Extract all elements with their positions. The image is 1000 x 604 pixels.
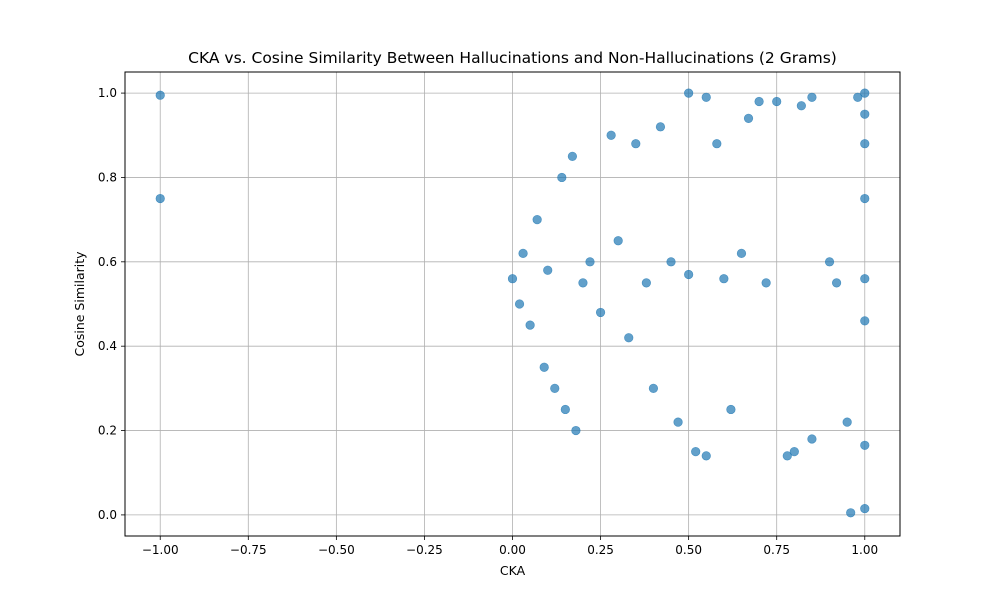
scatter-point xyxy=(507,274,518,284)
scatter-point xyxy=(543,265,553,275)
scatter-point xyxy=(532,215,542,225)
scatter-point xyxy=(761,278,771,288)
scatter-point xyxy=(860,274,870,284)
scatter-point xyxy=(860,109,870,119)
scatter-point xyxy=(585,257,595,267)
scatter-point xyxy=(557,172,567,183)
y-tick-label: 0.2 xyxy=(98,424,117,438)
scatter-point xyxy=(567,151,577,161)
scatter-point xyxy=(736,248,747,258)
scatter-point xyxy=(726,404,736,415)
scatter-point xyxy=(860,503,870,514)
y-axis-label: Cosine Similarity xyxy=(72,251,87,357)
scatter-point xyxy=(860,440,870,450)
scatter-point xyxy=(842,417,852,427)
y-tick-label: 0.8 xyxy=(98,170,117,184)
x-ticks: −1.00 −0.75 −0.50 −0.25 0.00 0.25 0.50 0.75 1.00 xyxy=(142,536,878,557)
points-layer xyxy=(155,88,870,518)
scatter-point xyxy=(796,101,806,111)
x-tick-label: 0.75 xyxy=(763,543,790,557)
x-tick-label: 0.00 xyxy=(499,543,526,557)
x-tick-label: −1.00 xyxy=(142,543,179,557)
scatter-point xyxy=(860,193,870,204)
scatter-point xyxy=(155,193,165,204)
x-tick-label: −0.50 xyxy=(318,543,355,557)
scatter-point xyxy=(578,278,588,288)
scatter-point xyxy=(860,88,870,98)
scatter-point xyxy=(641,278,651,288)
scatter-point xyxy=(789,447,799,457)
scatter-point xyxy=(666,257,676,267)
y-tick-label: 0.0 xyxy=(98,508,117,522)
scatter-point xyxy=(701,451,711,461)
grid-layer xyxy=(125,72,900,536)
y-tick-label: 1.0 xyxy=(98,86,117,100)
x-tick-label: −0.75 xyxy=(230,543,267,557)
scatter-point xyxy=(853,92,863,102)
scatter-point xyxy=(613,236,623,246)
scatter-point xyxy=(684,269,694,280)
scatter-point xyxy=(673,417,683,427)
scatter-point xyxy=(684,88,694,98)
y-tick-label: 0.4 xyxy=(98,339,117,353)
scatter-point xyxy=(691,447,701,457)
scatter-point xyxy=(518,248,528,258)
scatter-point xyxy=(595,307,606,318)
y-tick-label: 0.6 xyxy=(98,255,117,269)
scatter-point xyxy=(701,92,711,102)
scatter-point xyxy=(860,316,870,326)
scatter-point xyxy=(782,451,792,461)
x-tick-label: −0.25 xyxy=(406,543,443,557)
scatter-point xyxy=(655,122,666,132)
chart-title: CKA vs. Cosine Similarity Between Halluc… xyxy=(188,49,837,67)
scatter-point xyxy=(571,425,581,436)
scatter-point xyxy=(754,96,764,107)
scatter-point xyxy=(539,362,549,372)
scatter-point xyxy=(712,139,722,149)
x-tick-label: 0.50 xyxy=(675,543,702,557)
scatter-point xyxy=(631,139,641,149)
scatter-point xyxy=(824,257,835,267)
x-tick-label: 1.00 xyxy=(851,543,878,557)
scatter-point xyxy=(560,404,570,415)
scatter-point xyxy=(860,139,870,149)
scatter-point xyxy=(719,274,729,284)
y-ticks: 0.0 0.2 0.4 0.6 0.8 1.0 xyxy=(98,86,125,522)
scatter-point xyxy=(550,383,560,393)
x-tick-label: 0.25 xyxy=(587,543,614,557)
scatter-point xyxy=(831,278,842,288)
scatter-point xyxy=(846,508,856,518)
x-axis-label: CKA xyxy=(500,563,526,578)
scatter-point xyxy=(807,434,817,444)
scatter-point xyxy=(772,96,782,107)
scatter-point xyxy=(525,320,535,330)
scatter-point xyxy=(155,90,165,100)
scatter-point xyxy=(648,383,659,393)
scatter-point xyxy=(514,299,525,309)
scatter-point xyxy=(743,113,754,123)
scatter-point xyxy=(624,333,634,343)
scatter-point xyxy=(606,130,616,140)
scatter-point xyxy=(807,92,817,102)
